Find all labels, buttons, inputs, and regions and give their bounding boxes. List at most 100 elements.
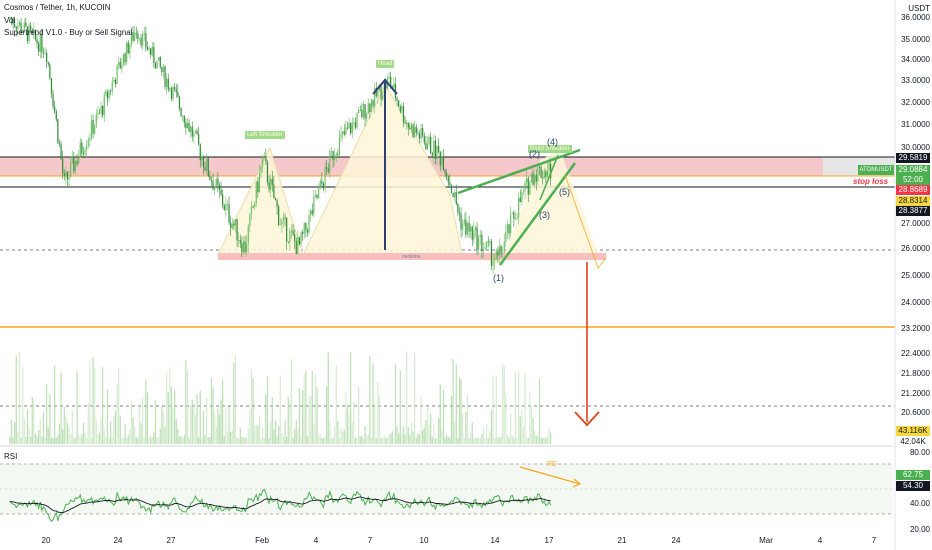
candle-body	[242, 241, 245, 253]
right-shoulder-label[interactable]: Right Shoulder	[528, 145, 572, 153]
volume-indicator-label[interactable]: Vol	[4, 16, 16, 25]
volume-bar	[350, 351, 352, 444]
volume-bar	[113, 416, 115, 444]
candle-body	[222, 194, 224, 206]
wave-5-label[interactable]: (5)	[559, 187, 570, 197]
price-pane[interactable]	[0, 17, 895, 447]
volume-bar	[420, 396, 422, 444]
candle-body	[262, 156, 264, 167]
candle-body	[382, 95, 384, 100]
volume-bar	[338, 437, 341, 444]
volume-bar	[282, 436, 285, 444]
candle-body	[399, 106, 401, 112]
volume-bar	[178, 436, 181, 444]
volume-bar	[398, 433, 400, 444]
volume-bar	[142, 397, 144, 444]
volume-bar	[444, 437, 446, 444]
candle-body	[428, 137, 430, 145]
volume-bar	[543, 437, 545, 444]
volume-bar	[508, 437, 510, 444]
candle-body	[543, 171, 545, 179]
candle-body	[122, 53, 125, 65]
volume-bar	[458, 377, 461, 444]
candle-body	[478, 236, 480, 250]
supertrend-indicator-label[interactable]: Supertrend V1.0 - Buy or Sell Signal	[4, 28, 133, 37]
candle-body	[106, 91, 109, 99]
candle-body	[537, 166, 539, 182]
candle-body	[321, 180, 323, 184]
candle-body	[212, 181, 214, 190]
volume-bar	[538, 378, 541, 444]
volume-bar	[378, 395, 381, 444]
volume-bar	[146, 392, 149, 444]
volume-bar	[495, 376, 497, 444]
volume-bar	[359, 436, 361, 444]
volume-bar	[409, 434, 411, 444]
support-price-tag: 28.3877	[896, 206, 930, 216]
volume-bar	[319, 434, 321, 444]
candle-body	[447, 175, 449, 183]
symbol-title[interactable]: Cosmos / Tether, 1h, KUCOIN	[4, 3, 111, 12]
candle-body	[497, 251, 499, 256]
volume-bar	[292, 437, 294, 444]
volume-bar	[446, 435, 448, 444]
wave-2-label[interactable]: (2)	[529, 149, 540, 159]
candle-body	[121, 64, 123, 69]
volume-bar	[193, 403, 195, 444]
left-shoulder-label[interactable]: Left Shoulder	[245, 131, 285, 139]
volume-bar	[311, 370, 313, 444]
volume-bar	[345, 391, 347, 444]
stop-loss-label[interactable]: stop loss	[853, 177, 889, 186]
volume-bar	[356, 437, 358, 444]
candle-body	[55, 111, 57, 120]
volume-bar	[52, 437, 54, 444]
volume-bar	[473, 437, 475, 444]
candle-body	[202, 156, 205, 168]
volume-bar	[470, 432, 472, 444]
wave-3-label[interactable]: (3)	[539, 210, 550, 220]
candle-body	[538, 166, 541, 168]
volume-bar	[327, 352, 329, 444]
volume-bar	[494, 437, 496, 444]
candle-body	[271, 178, 273, 185]
candle-body	[182, 115, 184, 117]
volume-bar	[270, 421, 272, 444]
candle-body	[513, 212, 515, 219]
wave-1-label[interactable]: (1)	[493, 273, 504, 283]
candle-body	[73, 156, 75, 172]
candle-body	[297, 237, 299, 255]
candle-body	[420, 128, 422, 139]
volume-bar	[220, 399, 222, 444]
volume-bar	[81, 434, 83, 444]
candle-body	[287, 241, 289, 243]
volume-bar	[375, 437, 377, 444]
neckline-label[interactable]: neckline	[402, 254, 421, 260]
wave-4-label[interactable]: (4)	[547, 137, 558, 147]
rsi-pane[interactable]	[0, 463, 893, 523]
candle-body	[63, 173, 65, 176]
volume-ma-tag: 42.04K	[896, 437, 930, 447]
volume-bar	[166, 373, 168, 444]
candle-body	[247, 226, 249, 244]
head-label[interactable]: Head	[376, 60, 395, 68]
volume-bar	[202, 411, 205, 444]
volume-bar	[422, 430, 424, 444]
rsi-indicator-label[interactable]: RSI	[4, 452, 18, 461]
candle-body	[316, 194, 318, 199]
candle-body	[250, 206, 253, 214]
candle-body	[172, 87, 174, 99]
volume-bar	[442, 390, 445, 444]
candle-body	[332, 151, 334, 161]
candle-body	[471, 226, 473, 240]
volume-bar	[396, 426, 398, 444]
candle-body	[530, 173, 533, 182]
rsi-divergence-label[interactable]: RD	[547, 461, 558, 468]
volume-bar	[42, 412, 45, 444]
volume-bar	[126, 437, 128, 444]
volume-bar	[145, 379, 147, 444]
candle-body	[39, 35, 41, 52]
volume-bar	[206, 397, 208, 444]
volume-bar	[129, 429, 131, 444]
candle-body	[516, 217, 518, 219]
